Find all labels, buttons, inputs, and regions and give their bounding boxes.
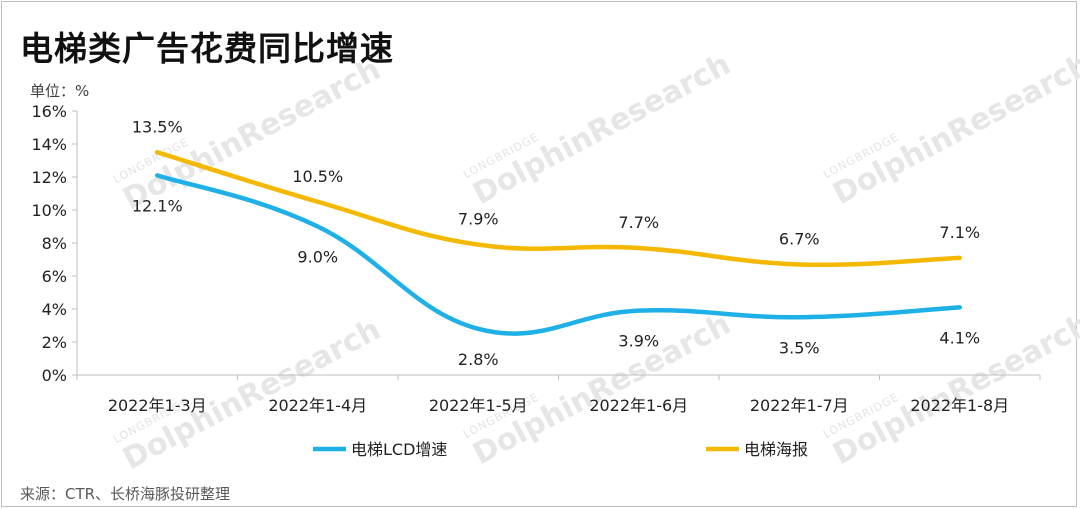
- watermark-brand: DolphinResearch: [117, 312, 386, 477]
- data-label: 7.9%: [458, 210, 499, 229]
- x-tick-label: 2022年1-6月: [589, 396, 688, 415]
- y-tick-label: 6%: [42, 267, 67, 286]
- y-tick-label: 8%: [42, 234, 67, 253]
- data-label: 3.9%: [618, 332, 659, 351]
- legend-label: 电梯海报: [744, 440, 808, 459]
- source-note: 来源：CTR、长桥海豚投研整理: [20, 485, 231, 503]
- chart-title: 电梯类广告花费同比增速: [20, 29, 394, 68]
- watermark-brand: DolphinResearch: [467, 47, 736, 212]
- data-label: 10.5%: [292, 167, 343, 186]
- x-tick-label: 2022年1-7月: [750, 396, 849, 415]
- series-lines: [155, 150, 962, 336]
- y-tick-label: 14%: [31, 135, 67, 154]
- x-tick-label: 2022年1-4月: [268, 396, 367, 415]
- x-tick-label: 2022年1-8月: [910, 396, 1009, 415]
- series-line-1: [155, 150, 962, 268]
- data-label: 13.5%: [132, 117, 183, 136]
- y-tick-label: 16%: [31, 102, 67, 121]
- axes: 0% 2% 4% 6% 8% 10% 12% 14% 16% 2022年1-3月 2022年1-4月…: [31, 102, 1041, 415]
- data-label: 6.7%: [779, 229, 820, 248]
- data-label: 7.1%: [939, 223, 980, 242]
- y-tick-label: 12%: [31, 168, 67, 187]
- data-labels: 12.1% 9.0% 2.8% 3.9% 3.5% 4.1% 13.5% 10.5% 7.9% 7…: [132, 117, 980, 369]
- x-tick-label: 2022年1-3月: [108, 396, 207, 415]
- data-label: 4.1%: [939, 328, 980, 347]
- watermark-brand: DolphinResearch: [827, 47, 1080, 212]
- legend: 电梯LCD增速 电梯海报: [313, 440, 808, 459]
- data-label: 2.8%: [458, 350, 499, 369]
- y-tick-label: 10%: [31, 201, 67, 220]
- y-tick-label: 4%: [42, 300, 67, 319]
- data-label: 12.1%: [132, 196, 183, 215]
- data-label: 7.7%: [618, 213, 659, 232]
- series-line-0: [155, 173, 962, 336]
- data-label: 3.5%: [779, 338, 820, 357]
- y-tick-label: 2%: [42, 333, 67, 352]
- data-label: 9.0%: [297, 248, 338, 267]
- x-tick-label: 2022年1-5月: [429, 396, 528, 415]
- legend-label: 电梯LCD增速: [351, 440, 447, 459]
- unit-label: 单位：%: [30, 82, 90, 100]
- y-tick-label: 0%: [42, 366, 67, 385]
